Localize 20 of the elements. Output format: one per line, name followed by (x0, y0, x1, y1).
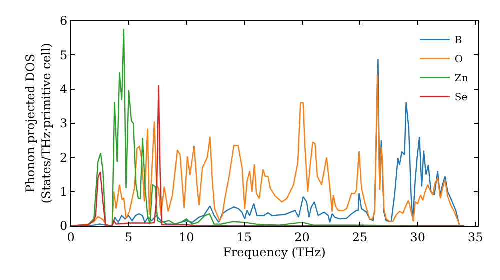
x-axis-title: Frequency (THz) (223, 245, 326, 260)
y-tick-label: 1 (60, 185, 68, 200)
legend-label: Zn (454, 74, 469, 84)
y-tick-label: 6 (60, 14, 68, 28)
y-axis-title: Phonon projected DOS (States/THz·primitive cell) (24, 43, 54, 204)
x-tick-label: 35 (468, 230, 484, 244)
legend-label: Se (454, 92, 468, 104)
x-tick-label: 10 (178, 230, 194, 244)
y-tick-label: 5 (60, 48, 68, 62)
y-tick-label: 4 (60, 82, 68, 97)
legend-label: B (454, 36, 462, 46)
x-tick-label: 25 (352, 230, 368, 244)
x-tick-label: 5 (124, 230, 133, 244)
x-tick-label: 15 (236, 230, 252, 244)
legend-label: O (454, 54, 464, 66)
y-tick-label: 0 (60, 219, 68, 234)
y-tick-label: 2 (60, 150, 68, 165)
x-tick-label: 20 (294, 230, 310, 244)
x-tick-label: 30 (410, 230, 426, 244)
y-tick-label: 3 (60, 116, 68, 131)
